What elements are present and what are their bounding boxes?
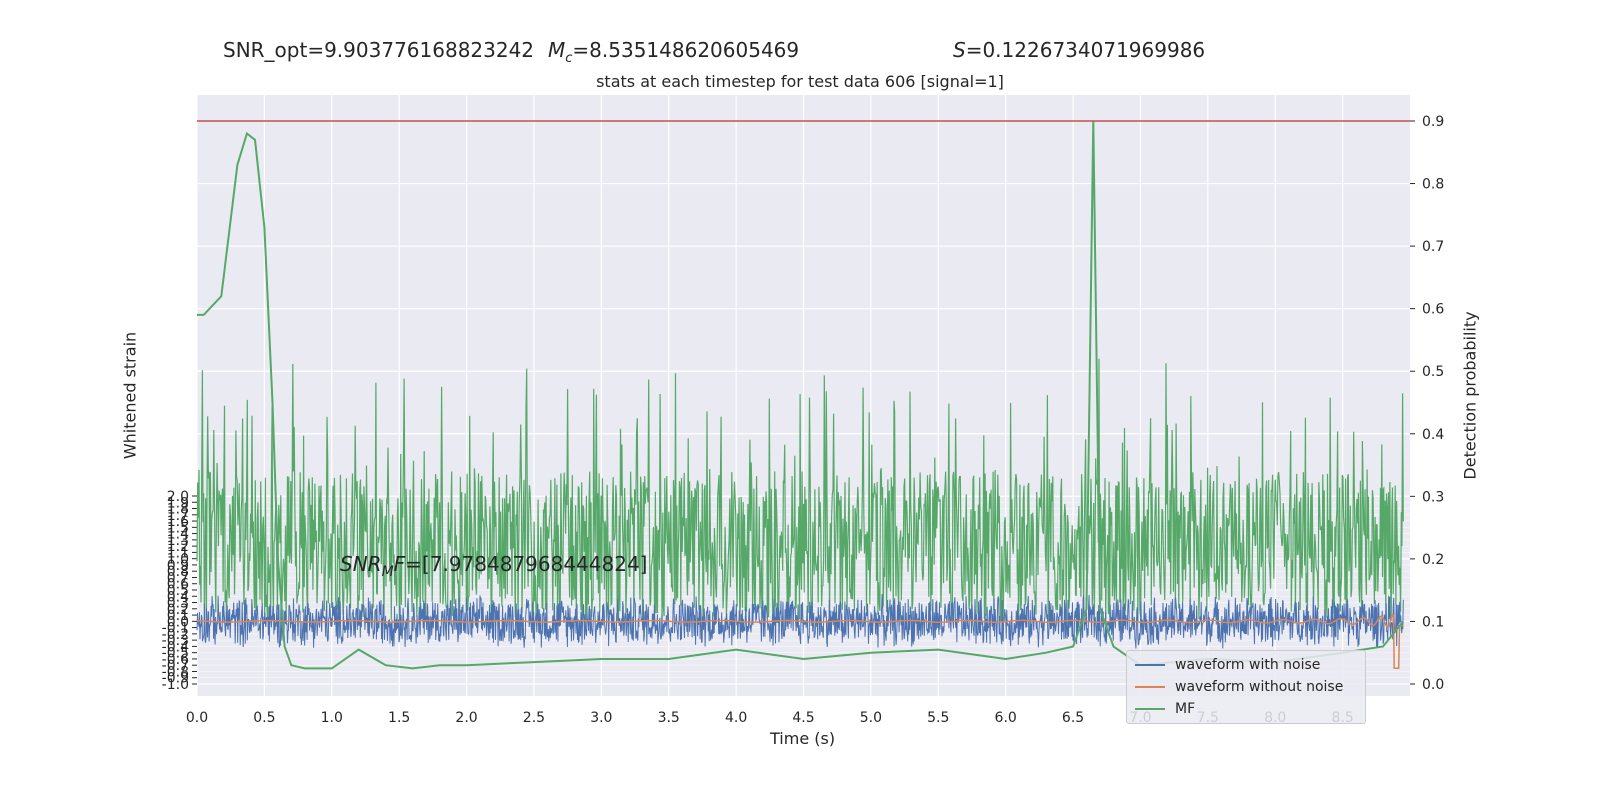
y-right-tick-label: 0.4 xyxy=(1422,427,1444,443)
snr-mf-label: SNRMF=[7.978487968444824] xyxy=(340,552,648,580)
x-tick-label: 1.5 xyxy=(388,710,410,726)
y-right-tick-label: 0.0 xyxy=(1422,677,1444,693)
y-left-tick-label: 1.5 xyxy=(167,520,189,536)
y-left-tick-label: 1.8 xyxy=(167,502,189,518)
y-left-tick-label: -0.8 xyxy=(162,664,189,680)
mf-line xyxy=(197,120,1405,670)
y-left-tick-label: 0.3 xyxy=(167,596,189,612)
y-right-tick-label: 0.5 xyxy=(1422,364,1444,380)
x-tick-label: 3.5 xyxy=(658,710,680,726)
waveform-without-noise-line xyxy=(197,613,1404,670)
y-left-tick-label: 0.9 xyxy=(167,558,189,574)
y-left-tick-label: 1.1 xyxy=(167,545,189,561)
mf-envelope-line xyxy=(196,358,1404,623)
y-left-tick-label: 1.2 xyxy=(167,539,189,555)
y-right-tick-label: 0.3 xyxy=(1422,489,1444,505)
y-left-tick-label: -0.1 xyxy=(162,621,189,637)
y-left-tick-label: -0.3 xyxy=(162,633,189,649)
x-tick-label: 1.0 xyxy=(321,710,343,726)
legend-swatch-clean xyxy=(1135,686,1165,688)
y-right-tick-label: 0.9 xyxy=(1422,114,1444,130)
x-tick-label: 3.0 xyxy=(590,710,612,726)
x-tick-label: 0.0 xyxy=(186,710,208,726)
y-left-tick-label: -0.5 xyxy=(162,646,189,662)
y-left-tick-label: -0.7 xyxy=(162,658,189,674)
x-tick-label: 4.5 xyxy=(792,710,814,726)
legend: waveform with noise waveform without noi… xyxy=(1126,650,1366,724)
x-tick-label: 2.5 xyxy=(523,710,545,726)
y-left-tick-label: 0.5 xyxy=(167,583,189,599)
y-axis-left-label: Whitened strain xyxy=(120,331,140,460)
y-left-tick-label: 0.1 xyxy=(167,608,189,624)
y-left-tick-label: -1.0 xyxy=(162,677,189,693)
y-left-tick-label: 0.7 xyxy=(167,570,189,586)
y-left-tick-label: 0.4 xyxy=(167,589,189,605)
x-tick-label: 6.5 xyxy=(1062,710,1084,726)
y-left-tick-label: 1.9 xyxy=(167,495,189,511)
x-tick-label: 2.0 xyxy=(455,710,477,726)
chart-title: stats at each timestep for test data 606… xyxy=(596,72,1004,91)
y-left-tick-label: -0.4 xyxy=(162,639,189,655)
y-left-tick-label: 2.0 xyxy=(167,489,189,505)
y-right-tick-label: 0.2 xyxy=(1422,552,1444,568)
y-left-tick-label: -0.9 xyxy=(162,671,189,687)
y-left-tick-label: 1.0 xyxy=(167,552,189,568)
y-right-tick-label: 0.7 xyxy=(1422,239,1444,255)
x-axis-label: Time (s) xyxy=(770,729,836,748)
y-left-tick-label: 1.4 xyxy=(167,527,189,543)
x-tick-label: 5.5 xyxy=(927,710,949,726)
x-tick-label: 4.0 xyxy=(725,710,747,726)
legend-label-clean: waveform without noise xyxy=(1175,679,1344,695)
y-left-tick-label: -0.2 xyxy=(162,627,189,643)
waveform-with-noise-line xyxy=(196,593,1404,649)
y-axis-right-label: Detection probability xyxy=(1460,311,1480,480)
y-right-tick-label: 0.8 xyxy=(1422,177,1444,193)
legend-label-noise: waveform with noise xyxy=(1175,657,1321,673)
y-left-tick-label: 0.2 xyxy=(167,602,189,618)
y-left-tick-label: -0.6 xyxy=(162,652,189,668)
legend-item-clean: waveform without noise xyxy=(1135,677,1343,697)
y-right-tick-label: 0.1 xyxy=(1422,614,1444,630)
legend-swatch-noise xyxy=(1135,664,1165,666)
y-left-tick-label: 0.0 xyxy=(167,614,189,630)
y-left-tick-label: 0.6 xyxy=(167,577,189,593)
s-label: S=0.1226734071969986 xyxy=(953,38,1206,62)
y-right-tick-label: 0.6 xyxy=(1422,302,1444,318)
legend-label-mf: MF xyxy=(1175,701,1196,717)
y-left-tick-label: 0.8 xyxy=(167,564,189,580)
y-left-tick-label: 1.3 xyxy=(167,533,189,549)
legend-item-noise: waveform with noise xyxy=(1135,655,1320,675)
y-left-tick-label: 1.7 xyxy=(167,508,189,524)
legend-item-mf: MF xyxy=(1135,699,1195,719)
x-tick-label: 6.0 xyxy=(995,710,1017,726)
x-tick-label: 0.5 xyxy=(253,710,275,726)
y-left-tick-label: 1.6 xyxy=(167,514,189,530)
legend-swatch-mf xyxy=(1135,708,1165,710)
chirp-mass-label: Mc=8.535148620605469 xyxy=(548,38,800,66)
snr-opt-label: SNR_opt=9.903776168823242 xyxy=(223,38,535,62)
x-tick-label: 5.0 xyxy=(860,710,882,726)
